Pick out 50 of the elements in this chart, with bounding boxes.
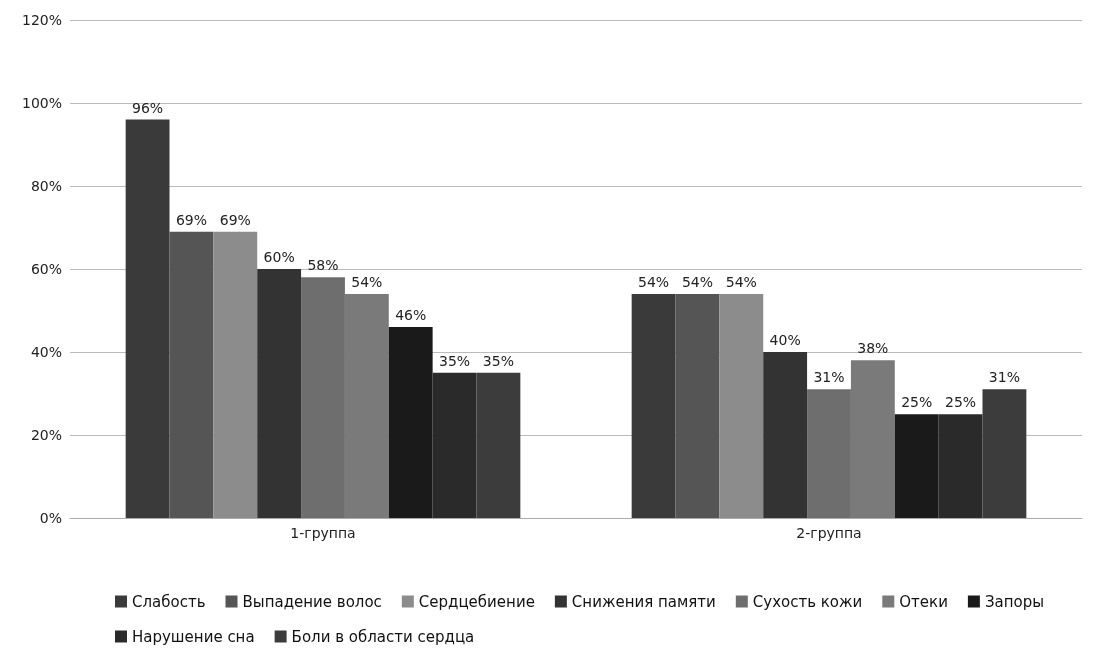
bar (169, 231, 214, 518)
data-label: 25% (901, 394, 933, 411)
bar (894, 414, 939, 518)
bar (432, 372, 477, 518)
bar (476, 372, 521, 518)
data-label: 54% (681, 273, 713, 290)
legend-label: Отеки (899, 592, 948, 611)
bar (631, 293, 676, 518)
data-label: 25% (945, 394, 977, 411)
bar (257, 269, 302, 518)
legend-label: Запоры (984, 592, 1045, 611)
data-label: 35% (439, 352, 471, 369)
data-label: 54% (638, 273, 670, 290)
data-label: 58% (307, 257, 339, 274)
y-tick-label: 60% (30, 261, 62, 277)
data-label: 40% (769, 332, 801, 348)
bar (675, 293, 720, 518)
data-label: 54% (351, 273, 383, 290)
legend-label: Сухость кожи (752, 592, 863, 611)
legend-label: Снижения памяти (571, 592, 716, 611)
y-tick-label: 120% (21, 12, 62, 28)
data-label: 69% (219, 211, 251, 228)
bar (982, 389, 1027, 518)
y-tick-label: 80% (30, 178, 62, 194)
y-tick-label: 0% (39, 510, 62, 526)
bar (719, 293, 764, 518)
y-tick-label: 100% (21, 95, 62, 111)
y-tick-label: 20% (30, 427, 62, 443)
data-label: 35% (482, 352, 514, 369)
data-label: 31% (813, 369, 845, 386)
data-label: 31% (988, 369, 1020, 386)
data-label: 96% (132, 99, 164, 116)
legend-label: Нарушение сна (132, 627, 255, 646)
data-label: 69% (175, 211, 207, 228)
data-label: 54% (725, 273, 757, 290)
legend-label: Слабость (132, 592, 206, 611)
legend-label: Выпадение волос (242, 592, 382, 611)
bar (213, 231, 258, 518)
y-tick-label: 40% (30, 344, 62, 360)
data-label: 60% (263, 249, 295, 265)
legend-label: Сердцебиение (418, 592, 535, 611)
bar (125, 119, 170, 518)
bar (938, 414, 983, 518)
bar (763, 352, 808, 518)
bar (388, 327, 433, 518)
data-label: 46% (395, 307, 427, 324)
legend-label: Боли в области сердца (291, 627, 475, 646)
x-tick-label: 1-группа (290, 525, 356, 541)
x-tick-label: 2-группа (796, 525, 862, 541)
data-label: 38% (857, 340, 889, 357)
